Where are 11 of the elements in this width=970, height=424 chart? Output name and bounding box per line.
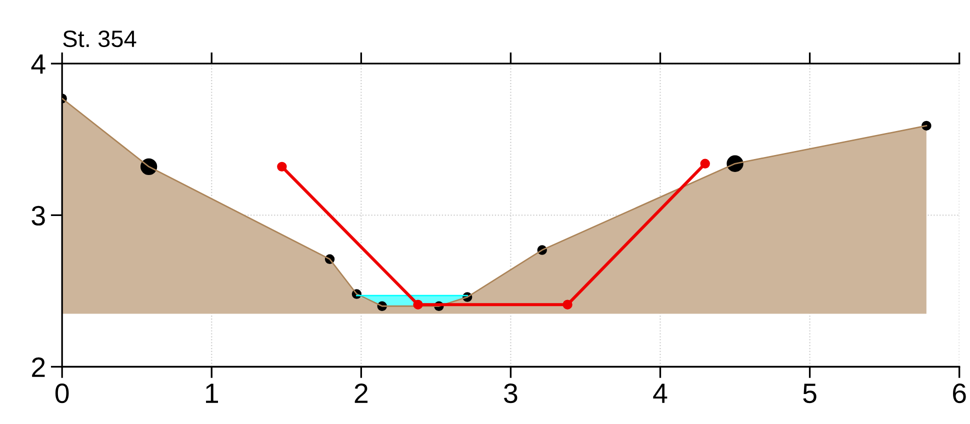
y-tick-label: 4 <box>31 54 46 74</box>
chart-title: St. 354 <box>63 30 136 48</box>
x-tick-label: 2 <box>354 383 368 403</box>
x-tick-label: 5 <box>803 384 816 404</box>
y-tick-label: 3 <box>32 206 45 226</box>
y-tick-label: 2 <box>32 357 45 377</box>
x-tick-label: 4 <box>653 384 668 403</box>
x-tick-label: 0 <box>55 383 69 404</box>
x-tick-label: 6 <box>953 383 966 404</box>
x-tick-label: 3 <box>504 383 518 404</box>
x-tick-label: 1 <box>206 384 218 403</box>
